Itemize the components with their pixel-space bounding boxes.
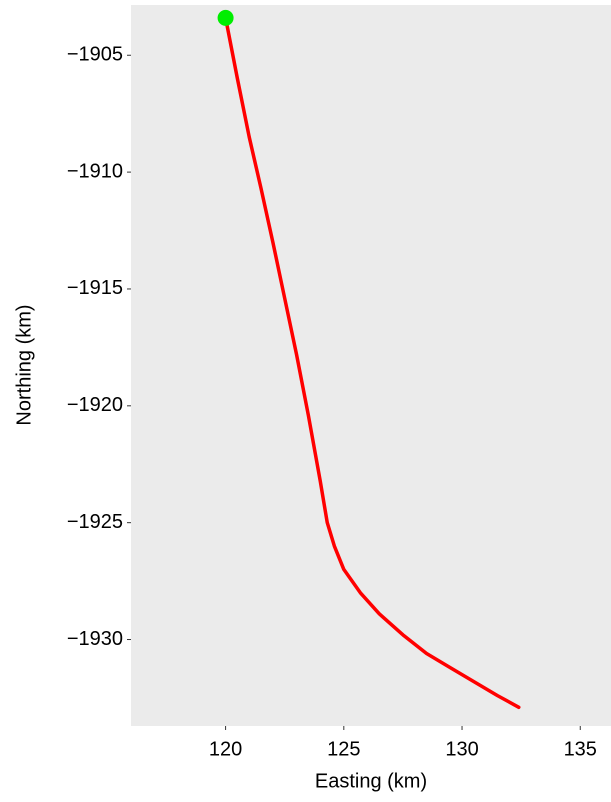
trajectory-line	[223, 16, 521, 710]
y-tick-label: −1915	[67, 277, 123, 299]
start-marker	[217, 9, 234, 26]
y-tick-label: −1925	[67, 511, 123, 533]
x-axis-label: Easting (km)	[315, 770, 427, 792]
x-tick-label: 120	[209, 738, 242, 760]
x-tick-label: 135	[564, 738, 597, 760]
y-tick-label: −1910	[67, 160, 123, 182]
y-axis-label: Northing (km)	[13, 304, 35, 425]
x-tick-label: 125	[327, 738, 360, 760]
y-tick-label: −1930	[67, 628, 123, 650]
y-tick-label: −1920	[67, 394, 123, 416]
y-tick-label: −1905	[67, 44, 123, 66]
plot-background	[131, 5, 611, 726]
x-tick-label: 130	[445, 738, 478, 760]
